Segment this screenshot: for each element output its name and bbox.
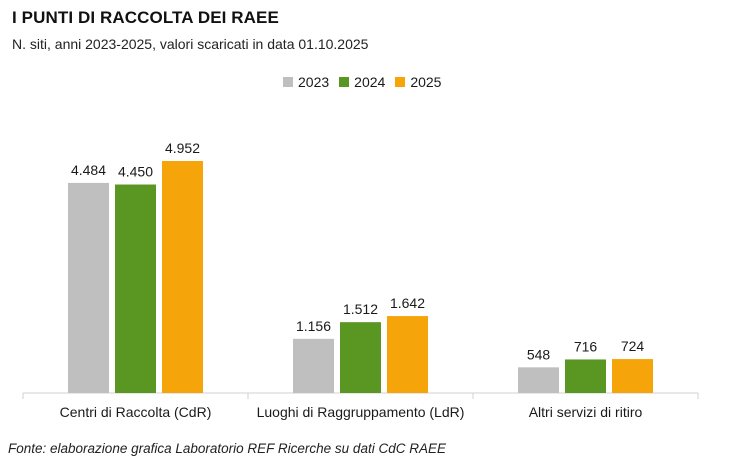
bar-2024 — [565, 359, 606, 393]
legend-swatch-2024 — [339, 77, 350, 87]
legend-item-2024: 2024 — [339, 74, 385, 90]
data-label-2024: 4.450 — [118, 164, 153, 180]
legend-swatch-2025 — [395, 77, 406, 87]
data-label-2024: 1.512 — [343, 301, 378, 317]
source-note: Fonte: elaborazione grafica Laboratorio … — [8, 441, 446, 456]
legend: 2023 2024 2025 — [283, 74, 441, 90]
data-label-2025: 724 — [621, 338, 645, 354]
data-label-2025: 4.952 — [165, 140, 200, 156]
legend-item-2025: 2025 — [395, 74, 441, 90]
bar-2025 — [162, 161, 203, 393]
bar-2023 — [293, 338, 334, 393]
bar-2025 — [612, 359, 653, 393]
bar-2023 — [68, 182, 109, 393]
legend-label-2023: 2023 — [298, 74, 330, 90]
data-label-2025: 1.642 — [390, 295, 425, 311]
category-label: Luoghi di Raggruppamento (LdR) — [257, 404, 465, 420]
data-label-2023: 1.156 — [296, 318, 331, 334]
data-label-2023: 4.484 — [71, 162, 106, 178]
legend-label-2025: 2025 — [410, 74, 442, 90]
category-label: Altri servizi di ritiro — [529, 404, 643, 420]
legend-item-2023: 2023 — [283, 74, 329, 90]
bar-2024 — [115, 184, 156, 393]
category-label: Centri di Raccolta (CdR) — [60, 404, 212, 420]
bar-2025 — [387, 316, 428, 393]
legend-swatch-2023 — [283, 77, 293, 87]
bar-2024 — [340, 322, 381, 393]
bar-2023 — [518, 367, 559, 393]
chart-subtitle: N. siti, anni 2023-2025, valori scaricat… — [12, 36, 369, 52]
data-label-2023: 548 — [527, 346, 551, 362]
data-label-2024: 716 — [574, 338, 598, 354]
legend-label-2024: 2024 — [354, 74, 386, 90]
chart-title: I PUNTI DI RACCOLTA DEI RAEE — [12, 8, 279, 27]
